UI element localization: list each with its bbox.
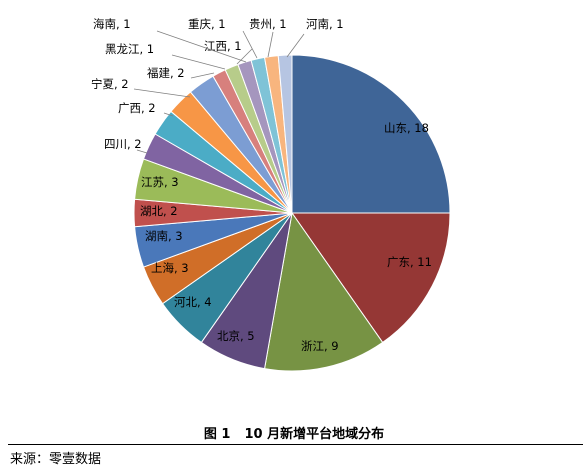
leader-line <box>171 54 226 70</box>
leader-line <box>236 48 253 65</box>
leader-line <box>286 33 305 58</box>
slice-label: 广西, 2 <box>118 101 156 115</box>
pie-slice-3 <box>263 211 384 372</box>
pie-slice-19 <box>277 54 293 214</box>
leader-line <box>133 88 191 98</box>
slice-label: 福建, 2 <box>147 66 185 80</box>
leader-line <box>163 112 174 117</box>
leader-line <box>267 31 274 58</box>
leader-line <box>242 30 258 59</box>
figure-caption: 图 1 10 月新增平台地域分布 <box>0 423 588 442</box>
figure-title: 10 月新增平台地域分布 <box>244 427 385 442</box>
slice-label: 北京, 5 <box>217 329 255 343</box>
slice-label: 山东, 18 <box>384 121 429 135</box>
leader-line <box>136 149 148 154</box>
slice-label: 上海, 3 <box>151 261 189 275</box>
leader-line <box>190 72 215 79</box>
slice-label: 四川, 2 <box>104 137 142 151</box>
leader-line <box>156 30 247 63</box>
pie-slice-1 <box>291 54 451 214</box>
pie-chart: 山东, 18 广东, 11 浙江, 9 北京, 5 河北, 4 上海, 3 湖南, 3 湖北,… <box>91 17 451 372</box>
slice-label: 贵州, 1 <box>249 17 287 31</box>
slice-label: 黑龙江, 1 <box>105 42 154 56</box>
slice-label: 江西, 1 <box>204 39 242 53</box>
slice-label: 海南, 1 <box>93 17 131 31</box>
source-note: 来源：零壹数据 <box>10 452 102 467</box>
slice-label: 广东, 11 <box>387 255 432 269</box>
slice-label: 重庆, 1 <box>188 17 226 31</box>
slice-label: 湖北, 2 <box>140 204 178 218</box>
divider-line <box>8 444 583 445</box>
slice-label: 湖南, 3 <box>145 229 183 243</box>
slice-label: 浙江, 9 <box>301 339 339 353</box>
pie-svg: 山东, 18 广东, 11 浙江, 9 北京, 5 河北, 4 上海, 3 湖南, 3 湖北,… <box>91 17 451 372</box>
slice-label: 江苏, 3 <box>141 175 179 189</box>
slice-label: 河北, 4 <box>174 295 212 309</box>
slice-label: 宁夏, 2 <box>91 77 129 91</box>
slice-label: 河南, 1 <box>306 17 344 31</box>
pie-slice-2 <box>291 212 451 344</box>
figure-number: 图 1 <box>203 427 231 442</box>
